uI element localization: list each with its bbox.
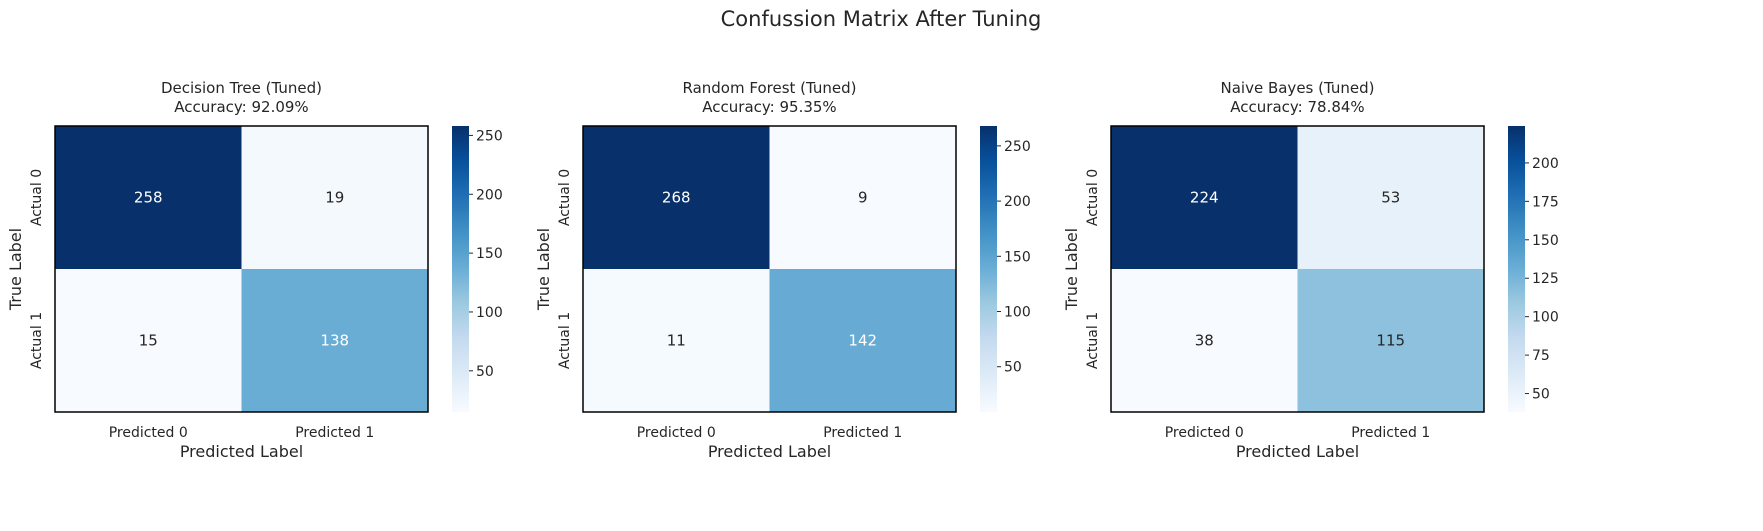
heatmap-cell: [583, 126, 770, 269]
colorbar-tick-label: 50: [1532, 387, 1550, 403]
x-tick-label: Predicted 1: [823, 425, 902, 441]
y-axis-label: True Label: [534, 228, 553, 311]
colorbar-tick-label: 250: [1004, 139, 1031, 155]
cell-value: 19: [325, 189, 344, 207]
cell-value: 258: [134, 189, 163, 207]
heatmap-frame: [1110, 125, 1485, 413]
panel-title: Decision Tree (Tuned): [161, 79, 322, 97]
x-tick-label: Predicted 0: [1165, 425, 1244, 441]
y-tick-label: Actual 0: [29, 169, 45, 226]
heatmap-cell: [1111, 269, 1298, 412]
colorbar-tick-label: 100: [476, 305, 503, 321]
x-tick-label: Predicted 1: [295, 425, 374, 441]
x-tick-label: Predicted 0: [109, 425, 188, 441]
heatmap-cell: [769, 269, 956, 412]
panel-title: Naive Bayes (Tuned): [1221, 79, 1375, 97]
colorbar: [1508, 126, 1525, 412]
panel-subtitle-accuracy: Accuracy: 78.84%: [1230, 98, 1364, 116]
colorbar-tick-label: 75: [1532, 348, 1550, 364]
cell-value: 224: [1190, 189, 1219, 207]
panel-title: Random Forest (Tuned): [682, 79, 856, 97]
colorbar-tick-label: 250: [476, 128, 503, 144]
heatmap-frame: [54, 125, 429, 413]
heatmap-cell: [241, 269, 428, 412]
cell-value: 38: [1195, 332, 1214, 350]
heatmap-cell: [1297, 269, 1484, 412]
colorbar-tick-label: 100: [1532, 310, 1559, 326]
y-tick-label: Actual 1: [1085, 312, 1101, 369]
x-tick-label: Predicted 1: [1351, 425, 1430, 441]
panel-subtitle-accuracy: Accuracy: 92.09%: [174, 98, 308, 116]
colorbar-tick-label: 150: [476, 246, 503, 262]
heatmap-cell: [769, 126, 956, 269]
y-tick-label: Actual 0: [557, 169, 573, 226]
colorbar-tick-label: 200: [1532, 156, 1559, 172]
panel-subtitle-accuracy: Accuracy: 95.35%: [702, 98, 836, 116]
colorbar-tick-label: 200: [1004, 194, 1031, 210]
colorbar-tick-label: 100: [1004, 305, 1031, 321]
heatmap-cell: [1111, 126, 1298, 269]
x-axis-label: Predicted Label: [1236, 442, 1359, 461]
y-tick-label: Actual 0: [1085, 169, 1101, 226]
colorbar: [452, 126, 469, 412]
cell-value: 138: [320, 332, 349, 350]
cell-value: 53: [1381, 189, 1400, 207]
colorbar: [980, 126, 997, 412]
y-axis-label: True Label: [6, 228, 25, 311]
figure-title: Confussion Matrix After Tuning: [721, 7, 1042, 31]
colorbar-tick-label: 125: [1532, 271, 1559, 287]
colorbar-tick-label: 150: [1004, 249, 1031, 265]
colorbar-tick-label: 150: [1532, 233, 1559, 249]
heatmap-cell: [241, 126, 428, 269]
heatmap-cell: [583, 269, 770, 412]
colorbar-tick-label: 175: [1532, 194, 1559, 210]
cell-value: 115: [1376, 332, 1405, 350]
heatmap-frame: [582, 125, 957, 413]
cell-value: 268: [662, 189, 691, 207]
heatmap-cell: [55, 126, 242, 269]
x-tick-label: Predicted 0: [637, 425, 716, 441]
colorbar-tick-label: 200: [476, 187, 503, 203]
heatmap-panel-3: Naive Bayes (Tuned)Accuracy: 78.84% 224 53…: [1062, 79, 1559, 461]
y-tick-label: Actual 1: [557, 312, 573, 369]
cell-value: 15: [139, 332, 158, 350]
heatmap-panel-1: Decision Tree (Tuned)Accuracy: 92.09% 258…: [6, 79, 503, 461]
x-axis-label: Predicted Label: [708, 442, 831, 461]
cell-value: 11: [667, 332, 686, 350]
y-axis-label: True Label: [1062, 228, 1081, 311]
x-axis-label: Predicted Label: [180, 442, 303, 461]
colorbar-tick-label: 50: [1004, 360, 1022, 376]
heatmap-panel-2: Random Forest (Tuned)Accuracy: 95.35% 268…: [534, 79, 1031, 461]
colorbar-tick-label: 50: [476, 364, 494, 380]
heatmap-cell: [1297, 126, 1484, 269]
cell-value: 142: [848, 332, 877, 350]
y-tick-label: Actual 1: [29, 312, 45, 369]
cell-value: 9: [858, 189, 868, 207]
heatmap-cell: [55, 269, 242, 412]
